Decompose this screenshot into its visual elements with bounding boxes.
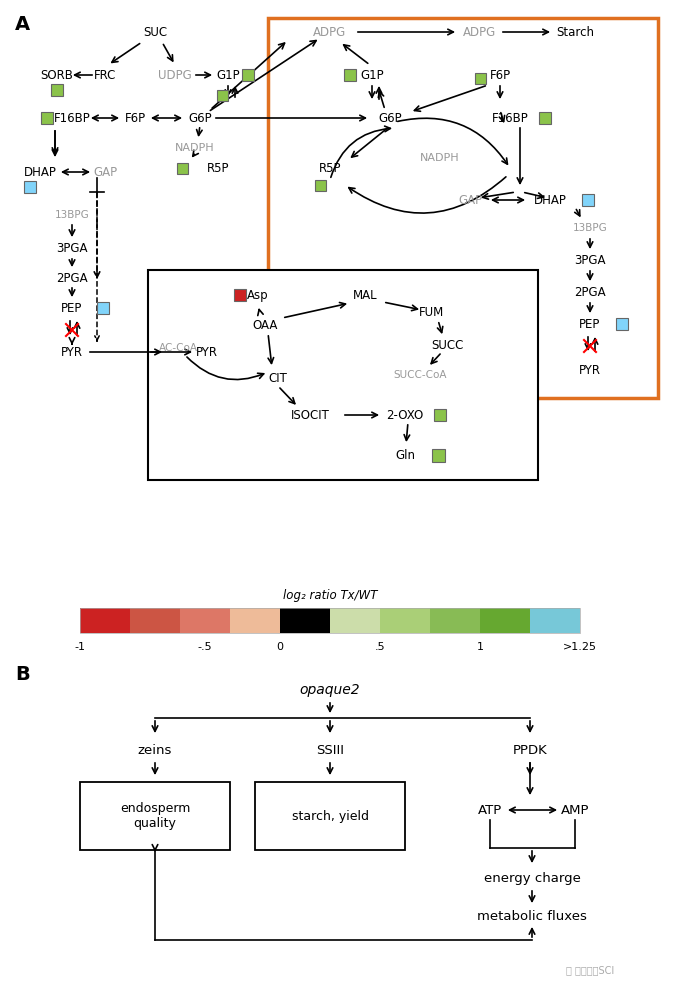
Text: OAA: OAA bbox=[253, 319, 278, 332]
Bar bbox=[80, 608, 580, 633]
Bar bbox=[475, 72, 485, 83]
Text: B: B bbox=[15, 665, 30, 684]
Text: PEP: PEP bbox=[61, 302, 83, 315]
Bar bbox=[97, 302, 109, 314]
Text: AMP: AMP bbox=[561, 804, 589, 816]
Text: GAP: GAP bbox=[93, 166, 117, 179]
Text: opaque2: opaque2 bbox=[299, 683, 361, 697]
Text: -.5: -.5 bbox=[198, 642, 213, 652]
Text: 0: 0 bbox=[276, 642, 284, 652]
Bar bbox=[434, 409, 446, 421]
Text: 3PGA: 3PGA bbox=[56, 241, 88, 254]
Text: 🌿 植物科学SCI: 🌿 植物科学SCI bbox=[566, 965, 614, 975]
Bar bbox=[430, 608, 480, 633]
Bar bbox=[148, 270, 538, 480]
Bar bbox=[51, 84, 63, 96]
Text: energy charge: energy charge bbox=[483, 871, 581, 884]
Bar bbox=[539, 112, 551, 124]
Text: MAL: MAL bbox=[352, 288, 378, 302]
Text: Starch: Starch bbox=[556, 25, 594, 38]
Text: SUC: SUC bbox=[143, 25, 167, 38]
Bar bbox=[230, 608, 280, 633]
Bar bbox=[380, 608, 430, 633]
Text: DHAP: DHAP bbox=[24, 166, 56, 179]
Text: F6P: F6P bbox=[490, 68, 511, 81]
Text: ADPG: ADPG bbox=[463, 25, 496, 38]
Bar bbox=[280, 608, 330, 633]
Text: PYR: PYR bbox=[61, 346, 83, 359]
Text: 13BPG: 13BPG bbox=[572, 223, 608, 233]
Bar bbox=[177, 163, 187, 174]
Bar bbox=[24, 181, 36, 193]
Text: endosperm
quality: endosperm quality bbox=[120, 802, 190, 830]
Bar bbox=[130, 608, 180, 633]
Text: SUCC-CoA: SUCC-CoA bbox=[393, 370, 447, 380]
Bar bbox=[41, 112, 53, 124]
Text: SSIII: SSIII bbox=[316, 744, 344, 757]
Text: log₂ ratio Tx/WT: log₂ ratio Tx/WT bbox=[283, 589, 378, 602]
Bar bbox=[180, 608, 230, 633]
Text: NADPH: NADPH bbox=[420, 153, 460, 163]
Text: PEP: PEP bbox=[579, 318, 601, 331]
Text: G1P: G1P bbox=[360, 68, 384, 81]
Text: 3PGA: 3PGA bbox=[574, 253, 606, 266]
Bar bbox=[217, 89, 227, 100]
Bar bbox=[530, 608, 580, 633]
Bar bbox=[234, 289, 246, 302]
Text: AC-CoA: AC-CoA bbox=[158, 343, 198, 353]
Text: starch, yield: starch, yield bbox=[291, 809, 369, 822]
Text: zeins: zeins bbox=[138, 744, 172, 757]
Text: G6P: G6P bbox=[188, 112, 212, 125]
Bar bbox=[255, 782, 405, 850]
Text: SORB: SORB bbox=[41, 68, 73, 81]
Text: 2PGA: 2PGA bbox=[56, 271, 88, 284]
Text: .5: .5 bbox=[375, 642, 385, 652]
Text: FUM: FUM bbox=[420, 306, 445, 319]
Bar bbox=[314, 180, 325, 191]
Text: UDPG: UDPG bbox=[158, 68, 192, 81]
Text: 13BPG: 13BPG bbox=[54, 210, 90, 220]
Bar bbox=[431, 448, 445, 461]
Text: -1: -1 bbox=[75, 642, 86, 652]
Text: NADPH: NADPH bbox=[175, 143, 215, 153]
Text: 2PGA: 2PGA bbox=[574, 285, 606, 298]
Text: DHAP: DHAP bbox=[534, 194, 566, 206]
Text: F16BP: F16BP bbox=[54, 112, 90, 125]
Text: 1: 1 bbox=[477, 642, 483, 652]
Text: SUCC: SUCC bbox=[430, 339, 463, 352]
Text: G6P: G6P bbox=[378, 112, 402, 125]
Bar bbox=[80, 782, 230, 850]
Text: >1.25: >1.25 bbox=[563, 642, 597, 652]
Text: Gln: Gln bbox=[395, 448, 415, 461]
Text: CIT: CIT bbox=[269, 372, 287, 385]
Bar bbox=[330, 608, 380, 633]
Text: ISOCIT: ISOCIT bbox=[291, 408, 329, 421]
Text: R5P: R5P bbox=[206, 162, 230, 175]
Text: PYR: PYR bbox=[579, 364, 601, 377]
Bar bbox=[344, 69, 356, 81]
Text: metabolic fluxes: metabolic fluxes bbox=[477, 910, 587, 923]
Text: F6P: F6P bbox=[124, 112, 145, 125]
Text: R5P: R5P bbox=[318, 162, 342, 175]
Text: GAP: GAP bbox=[458, 194, 482, 206]
Bar bbox=[268, 18, 658, 398]
Text: ATP: ATP bbox=[478, 804, 502, 816]
Text: PPDK: PPDK bbox=[513, 744, 547, 757]
Text: Asp: Asp bbox=[247, 288, 269, 302]
Text: PYR: PYR bbox=[196, 346, 218, 359]
Text: 2-OXO: 2-OXO bbox=[386, 408, 424, 421]
Bar bbox=[480, 608, 530, 633]
Bar bbox=[616, 318, 628, 330]
Bar bbox=[582, 194, 594, 206]
Text: ADPG: ADPG bbox=[314, 25, 346, 38]
Text: G1P: G1P bbox=[216, 68, 240, 81]
Text: F16BP: F16BP bbox=[492, 112, 528, 125]
Text: A: A bbox=[15, 15, 30, 34]
Bar bbox=[242, 69, 254, 81]
Text: FRC: FRC bbox=[94, 68, 116, 81]
Bar bbox=[80, 608, 130, 633]
